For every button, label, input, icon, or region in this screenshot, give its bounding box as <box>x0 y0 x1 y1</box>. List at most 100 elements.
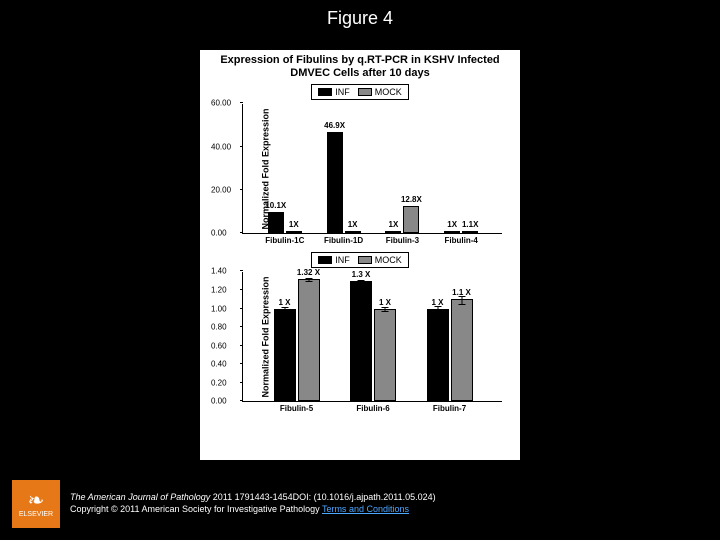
ytick-mark <box>240 382 243 383</box>
footer: ❧ ELSEVIER The American Journal of Patho… <box>12 480 436 528</box>
category-label: Fibulin-1C <box>265 236 304 245</box>
bar-label: 1.32 X <box>297 268 320 277</box>
legend-label-inf: INF <box>335 87 350 97</box>
legend-bottom: INF MOCK <box>311 252 409 268</box>
legend-item-inf: INF <box>318 87 350 97</box>
ytick: 0.00 <box>211 397 227 406</box>
ytick: 1.40 <box>211 267 227 276</box>
citation-block: The American Journal of Pathology 2011 1… <box>70 492 436 515</box>
category-label: Fibulin-7 <box>433 404 466 413</box>
bar-inf: 10.1X <box>268 212 284 234</box>
bar-label: 1 X <box>379 298 391 307</box>
category-label: Fibulin-3 <box>386 236 419 245</box>
bar-inf: 1 X <box>274 309 296 402</box>
bar-group: 1.3 X1 XFibulin-6 <box>350 281 396 402</box>
ytick-mark <box>240 326 243 327</box>
ytick: 0.60 <box>211 341 227 350</box>
bar-group: 1 X1.1 XFibulin-7 <box>427 299 473 401</box>
ytick: 0.80 <box>211 323 227 332</box>
bar-inf: 1X <box>385 231 401 233</box>
ytick-mark <box>240 189 243 190</box>
chart-bottom: Normalized Fold Expression 1 X1.32 XFibu… <box>242 272 502 402</box>
ytick-mark <box>240 345 243 346</box>
bar-label: 12.8X <box>401 195 422 204</box>
copyright-text: Copyright © 2011 American Society for In… <box>70 504 322 514</box>
ytick: 60.00 <box>211 99 231 108</box>
error-bar <box>437 306 438 313</box>
swatch-inf-2 <box>318 256 332 264</box>
bar-mock: 1 X <box>374 309 396 402</box>
legend-label-mock-2: MOCK <box>375 255 402 265</box>
error-bar <box>361 280 362 284</box>
swatch-inf <box>318 88 332 96</box>
bar-label: 1X <box>348 220 358 229</box>
journal-name: The American Journal of Pathology <box>70 492 210 502</box>
logo-text: ELSEVIER <box>19 511 53 518</box>
swatch-mock-2 <box>358 256 372 264</box>
bar-group: 1 X1.32 XFibulin-5 <box>274 279 320 402</box>
bar-inf: 1.3 X <box>350 281 372 402</box>
bar-group: 10.1X1XFibulin-1C <box>268 212 302 234</box>
error-bar <box>385 307 386 313</box>
ytick-mark <box>240 102 243 103</box>
bar-mock: 1.1 X <box>451 299 473 401</box>
terms-link[interactable]: Terms and Conditions <box>322 504 409 514</box>
chart-main-title: Expression of Fibulins by q.RT-PCR in KS… <box>200 50 520 82</box>
bar-mock: 1X <box>286 231 302 233</box>
legend-top: INF MOCK <box>311 84 409 100</box>
plot-area-bottom: 1 X1.32 XFibulin-51.3 X1 XFibulin-61 X1.… <box>243 272 502 401</box>
bar-inf: 1 X <box>427 309 449 402</box>
plot-area-top: 10.1X1XFibulin-1C46.9X1XFibulin-1D1X12.8… <box>243 104 502 233</box>
category-label: Fibulin-5 <box>280 404 313 413</box>
ytick: 40.00 <box>211 142 231 151</box>
figure-panel: Expression of Fibulins by q.RT-PCR in KS… <box>200 50 520 460</box>
ytick: 0.40 <box>211 360 227 369</box>
citation-line2: Copyright © 2011 American Society for In… <box>70 504 436 516</box>
slide-title: Figure 4 <box>0 0 720 29</box>
ytick-mark <box>240 270 243 271</box>
bar-label: 10.1X <box>265 201 286 210</box>
ytick-mark <box>240 363 243 364</box>
ytick: 1.20 <box>211 285 227 294</box>
citation-rest: 2011 1791443-1454DOI: (10.1016/j.ajpath.… <box>210 492 435 502</box>
ytick: 1.00 <box>211 304 227 313</box>
elsevier-logo: ❧ ELSEVIER <box>12 480 60 528</box>
bar-label: 46.9X <box>324 121 345 130</box>
ytick-mark <box>240 289 243 290</box>
legend-label-inf-2: INF <box>335 255 350 265</box>
ytick: 20.00 <box>211 186 231 195</box>
bar-mock: 1.32 X <box>298 279 320 402</box>
legend-label-mock: MOCK <box>375 87 402 97</box>
citation-line1: The American Journal of Pathology 2011 1… <box>70 492 436 504</box>
bar-group: 1X12.8XFibulin-3 <box>385 206 419 234</box>
category-label: Fibulin-4 <box>445 236 478 245</box>
ytick: 0.20 <box>211 378 227 387</box>
legend-item-mock-2: MOCK <box>358 255 402 265</box>
ytick-mark <box>240 308 243 309</box>
bar-group: 1X1.1XFibulin-4 <box>444 231 478 233</box>
category-label: Fibulin-1D <box>324 236 363 245</box>
tree-icon: ❧ <box>28 491 45 511</box>
bar-mock: 1X <box>345 231 361 233</box>
ytick-mark <box>240 146 243 147</box>
swatch-mock <box>358 88 372 96</box>
bar-inf: 1X <box>444 231 460 233</box>
legend-item-inf-2: INF <box>318 255 350 265</box>
bar-label: 1.1X <box>462 220 478 229</box>
bar-label: 1 X <box>278 298 290 307</box>
bar-label: 1X <box>289 220 299 229</box>
ytick-mark <box>240 232 243 233</box>
ytick-mark <box>240 400 243 401</box>
bar-inf: 46.9X <box>327 132 343 234</box>
ytick: 0.00 <box>211 229 227 238</box>
bar-label: 1X <box>447 220 457 229</box>
error-bar <box>284 307 285 313</box>
error-bar <box>308 278 309 282</box>
bar-mock: 12.8X <box>403 206 419 234</box>
category-label: Fibulin-6 <box>356 404 389 413</box>
legend-item-mock: MOCK <box>358 87 402 97</box>
chart-top: Normalized Fold Expression 10.1X1XFibuli… <box>242 104 502 234</box>
bar-label: 1X <box>388 220 398 229</box>
bar-mock: 1.1X <box>462 231 478 233</box>
bar-group: 46.9X1XFibulin-1D <box>327 132 361 234</box>
